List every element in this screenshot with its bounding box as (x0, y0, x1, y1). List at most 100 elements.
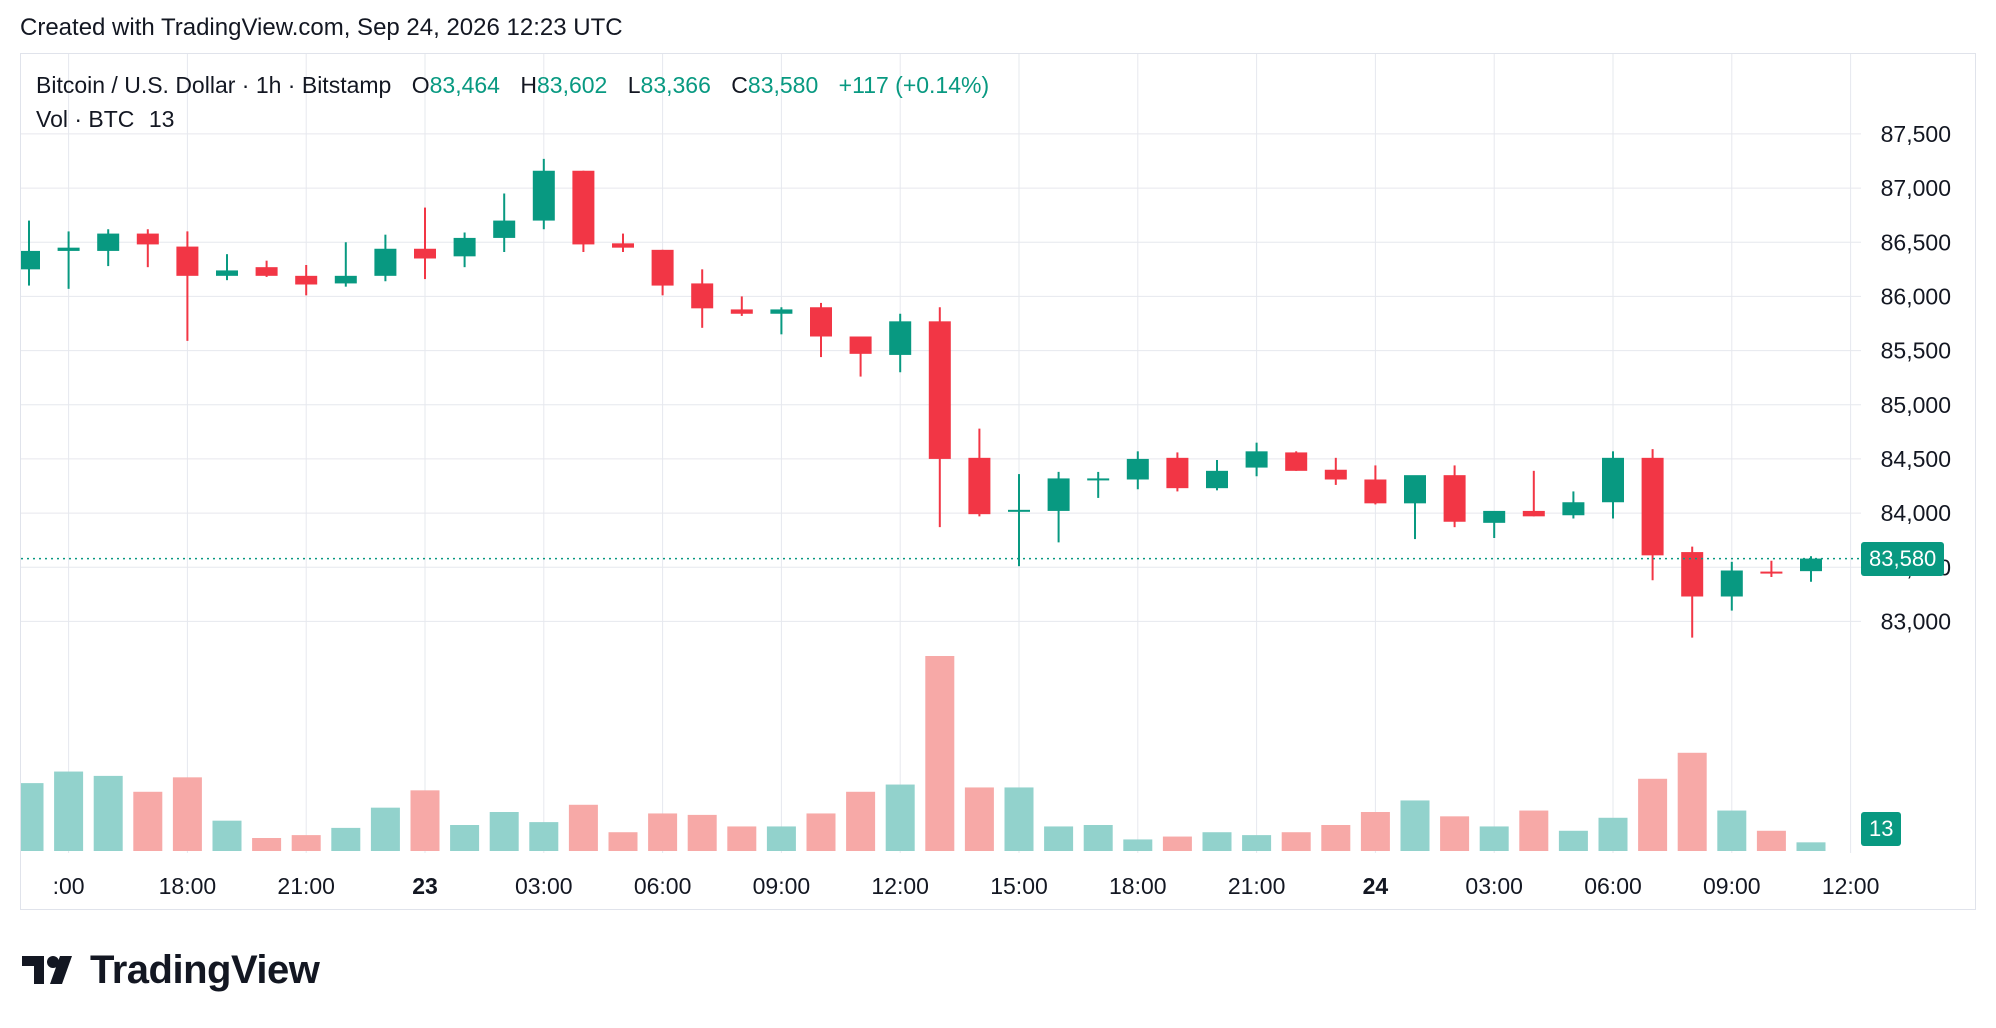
volume-bar (766, 826, 796, 851)
volume-legend[interactable]: Vol · BTC 13 (36, 106, 174, 133)
volume-bar (172, 777, 202, 851)
open-value: 83,464 (429, 72, 500, 98)
volume-bar (1360, 812, 1390, 851)
candle-body (57, 247, 80, 251)
candle-body (968, 457, 991, 515)
volume-bar (331, 827, 361, 851)
volume-bar (529, 822, 559, 851)
volume-bar (1281, 832, 1311, 851)
close-label: C (731, 72, 748, 98)
volume-bar (370, 807, 400, 851)
volume-bar (252, 838, 282, 851)
candle-body (1522, 510, 1545, 517)
price-tick-label: 86,500 (1881, 229, 1951, 255)
volume-bar (54, 771, 84, 851)
candle-body (691, 283, 714, 309)
candle-body (1404, 475, 1426, 504)
candle-body (1087, 478, 1110, 481)
low-label: L (627, 72, 641, 98)
candle-body (216, 270, 238, 276)
price-tick-label: 87,000 (1881, 175, 1951, 201)
candle-body (1364, 479, 1387, 504)
ohlc-legend[interactable]: Bitcoin / U.S. Dollar · 1h · Bitstamp O8… (36, 72, 989, 99)
symbol-title[interactable]: Bitcoin / U.S. Dollar · 1h · Bitstamp (36, 72, 392, 98)
high-value: 83,602 (537, 72, 608, 98)
candle-body (532, 170, 555, 221)
candle-body (493, 220, 516, 238)
time-tick-label: 23 (412, 873, 438, 899)
volume-bar (608, 832, 638, 851)
candle-body (414, 248, 436, 259)
candle-body (1126, 458, 1149, 480)
time-tick-label: 21:00 (277, 873, 335, 899)
volume-value: 13 (148, 106, 175, 132)
price-tick-label: 85,500 (1881, 338, 1951, 364)
candle-body (374, 248, 397, 276)
candle-body (136, 233, 159, 245)
close-value: 83,580 (747, 72, 819, 98)
volume-bar (1202, 832, 1232, 851)
change-value: +117 (+0.14%) (838, 72, 990, 98)
candle-body (255, 267, 278, 276)
candle-body (1443, 475, 1466, 522)
volume-label: Vol · BTC (36, 106, 135, 132)
price-axis[interactable]: 87,500 87,000 86,500 86,000 85,500 85,000 84,5… (1881, 121, 1951, 635)
volume-bar (489, 812, 519, 851)
time-tick-label: 18:00 (1109, 873, 1167, 899)
candle-body (1562, 502, 1585, 516)
price-tick-label: 84,500 (1881, 446, 1951, 472)
candle-body (21, 250, 40, 270)
volume-bar (1796, 842, 1826, 851)
volume-bar (885, 784, 915, 851)
candle-body (1166, 457, 1189, 489)
time-tick-label: 12:00 (1822, 873, 1880, 899)
time-tick-label: 06:00 (1584, 873, 1642, 899)
candle-body (453, 237, 476, 257)
volume-bar (21, 783, 44, 851)
candlestick-chart[interactable]: 87,500 87,000 86,500 86,000 85,500 85,000 84,5… (21, 54, 1977, 911)
time-axis[interactable]: :00 18:00 21:00 23 03:00 06:00 09:00 12:00 15:00… (53, 873, 1880, 899)
high-label: H (520, 72, 537, 98)
candle-body (889, 321, 912, 355)
price-tick-label: 86,000 (1881, 283, 1951, 309)
time-tick-label: 09:00 (753, 873, 811, 899)
last-price-badge: 83,580 (1861, 541, 1945, 576)
volume-bar (410, 790, 440, 851)
volume-bar (291, 835, 321, 851)
time-tick-label: :00 (53, 873, 85, 899)
volume-bar (1044, 826, 1074, 851)
candle-body (1641, 457, 1664, 556)
volume-bar (964, 787, 994, 851)
time-tick-label: 15:00 (990, 873, 1048, 899)
time-tick-label: 21:00 (1228, 873, 1286, 899)
volume-bar (727, 826, 757, 851)
time-tick-label: 03:00 (1465, 873, 1523, 899)
time-tick-label: 24 (1363, 873, 1389, 899)
brand-name: TradingView (90, 947, 320, 992)
volume-bar (1123, 839, 1153, 851)
candle-body (1720, 570, 1743, 597)
volume-bar (1598, 817, 1628, 851)
candle-body (1245, 451, 1268, 468)
tradingview-logo-icon (22, 956, 72, 984)
brand[interactable]: TradingView (22, 947, 320, 992)
candle-body (1483, 510, 1506, 523)
volume-bar (1162, 836, 1192, 851)
volume-bar (806, 813, 836, 851)
candle-body (928, 321, 951, 459)
volume-bar (93, 775, 123, 851)
candles (21, 158, 1822, 638)
volume-bar (925, 656, 955, 851)
created-with-caption: Created with TradingView.com, Sep 24, 20… (20, 14, 623, 41)
price-tick-label: 83,000 (1881, 608, 1951, 634)
time-tick-label: 09:00 (1703, 873, 1761, 899)
volume-bar (568, 804, 598, 851)
candle-body (849, 336, 872, 354)
candle-body (1047, 478, 1070, 511)
time-tick-label: 03:00 (515, 873, 573, 899)
chart-frame[interactable]: 87,500 87,000 86,500 86,000 85,500 85,000 84,5… (20, 53, 1976, 910)
volume-bar (1677, 752, 1707, 851)
candle-body (730, 309, 753, 314)
candle-body (810, 307, 832, 337)
volume-bar (1242, 835, 1272, 851)
